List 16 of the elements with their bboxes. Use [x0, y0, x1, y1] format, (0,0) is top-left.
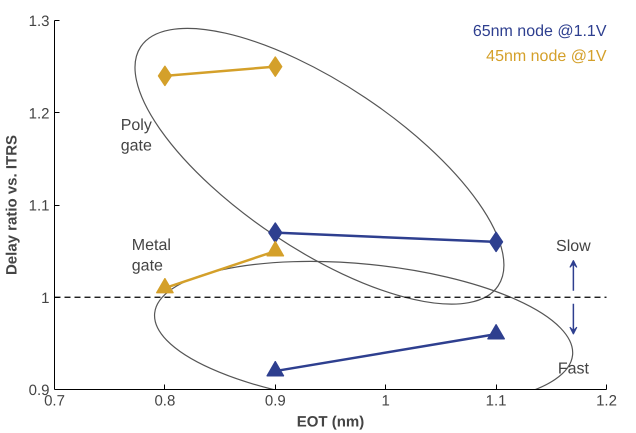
x-tick-label: 1.2	[596, 392, 617, 410]
text: 45nm node @1V	[486, 48, 607, 65]
y-tick-label: 1	[41, 290, 50, 307]
annotation: Slow	[556, 238, 592, 256]
y-axis-title: Delay ratio vs. ITRS	[4, 134, 21, 276]
x-tick-label: 0.8	[154, 392, 176, 410]
x-tick-label: 1	[382, 392, 390, 410]
y-tick-label: 1.2	[28, 105, 50, 122]
y-tick-label: 1.3	[28, 13, 50, 30]
x-axis-title: EOT (nm)	[296, 414, 364, 430]
text: 65nm node @1.1V	[472, 23, 607, 40]
x-tick-label: 1.1	[486, 392, 507, 410]
x-tick-label: 0.9	[264, 392, 286, 410]
y-tick-label: 1.1	[28, 198, 50, 214]
annotation: Poly gate	[120, 117, 152, 155]
annotation: Metal gate	[132, 237, 171, 274]
